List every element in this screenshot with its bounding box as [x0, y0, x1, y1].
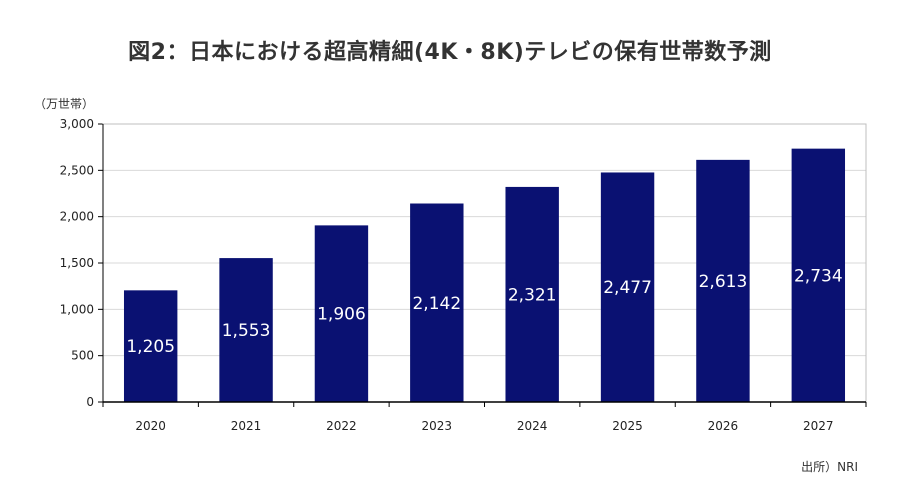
bar — [123, 290, 178, 402]
gridlines — [103, 123, 866, 357]
bar — [600, 172, 655, 402]
data-label: 2,321 — [508, 285, 557, 305]
data-label: 1,906 — [317, 305, 366, 325]
y-tick-label: 1,000 — [60, 302, 94, 316]
y-tick-label: 0 — [86, 395, 94, 409]
y-tick-label: 3,000 — [60, 117, 94, 131]
y-tick-label: 1,500 — [60, 256, 94, 270]
x-tick-label: 2025 — [612, 419, 643, 433]
bars — [123, 148, 846, 402]
x-tick-label: 2026 — [708, 419, 739, 433]
axes — [98, 123, 867, 407]
bar — [410, 203, 464, 402]
x-tick-label: 2027 — [803, 419, 834, 433]
labels: 0 500 1,000 1,500 2,000 2,500 3,000 1,205 2020 1,… — [60, 117, 843, 433]
data-label: 2,734 — [794, 266, 843, 286]
data-label: 1,205 — [126, 337, 175, 357]
bar — [314, 225, 369, 402]
chart-title: 図2：日本における超高精細(4K・8K)テレビの保有世帯数予測 — [128, 40, 772, 65]
source-note: 出所）NRI — [801, 460, 858, 474]
x-tick-label: 2020 — [135, 419, 166, 433]
bar — [696, 159, 750, 402]
y-tick-label: 2,500 — [60, 163, 94, 177]
y-tick-label: 500 — [71, 349, 94, 363]
x-tick-label: 2022 — [326, 419, 357, 433]
data-label: 2,142 — [412, 294, 461, 314]
bar — [505, 186, 559, 402]
x-tick-label: 2021 — [231, 419, 262, 433]
x-tick-label: 2024 — [517, 419, 548, 433]
bar — [791, 148, 846, 402]
y-axis-unit-label: （万世帯） — [34, 97, 95, 111]
bar — [219, 258, 273, 402]
x-tick-label: 2023 — [422, 419, 453, 433]
data-label: 1,553 — [222, 321, 271, 341]
y-tick-label: 2,000 — [60, 210, 94, 224]
data-label: 2,613 — [699, 272, 748, 292]
data-label: 2,477 — [603, 278, 652, 298]
